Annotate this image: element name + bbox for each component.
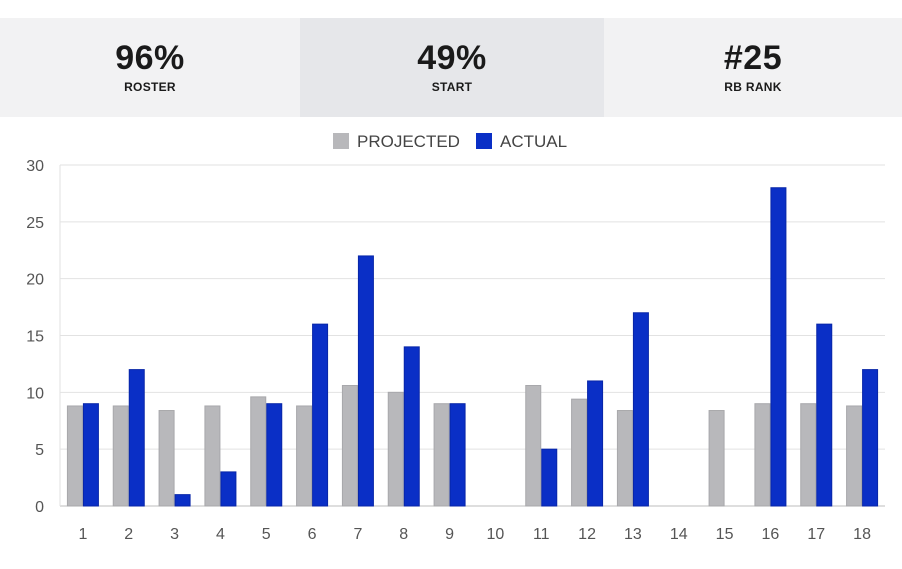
chart-bars	[66, 187, 879, 507]
bar-projected-week-17[interactable]	[800, 403, 817, 507]
x-tick-label: 7	[353, 526, 362, 543]
x-tick-label: 18	[853, 526, 871, 543]
bar-actual-week-3[interactable]	[174, 494, 191, 507]
bar-actual-week-2[interactable]	[128, 369, 145, 507]
stat-start-label: START	[431, 80, 473, 94]
bar-actual-week-9[interactable]	[449, 403, 466, 507]
stat-rb-rank-value: #25	[723, 39, 783, 77]
x-tick-label: 8	[399, 526, 408, 543]
x-tick-label: 1	[78, 526, 87, 543]
legend-label-actual[interactable]: ACTUAL	[500, 132, 567, 151]
y-tick-label: 25	[26, 215, 44, 232]
bar-projected-week-9[interactable]	[433, 403, 450, 507]
bar-actual-week-16[interactable]	[770, 187, 787, 507]
bar-projected-week-3[interactable]	[158, 410, 175, 507]
x-tick-label: 3	[170, 526, 179, 543]
x-axis: 1 2 3 4 5 6 7 8 9 10 11 12 13 14 15 16 17 18	[78, 526, 871, 543]
bar-actual-week-17[interactable]	[816, 323, 833, 507]
y-axis: 0 5 10 15 20 25 30	[26, 158, 44, 516]
legend-swatch-actual	[476, 133, 492, 149]
bar-projected-week-12[interactable]	[571, 398, 588, 507]
bar-projected-week-18[interactable]	[846, 405, 863, 507]
stat-start: 49% START	[300, 18, 604, 117]
x-tick-label: 6	[308, 526, 317, 543]
bar-actual-week-12[interactable]	[587, 380, 604, 507]
stat-rb-rank-label: RB RANK	[724, 80, 782, 94]
bar-actual-week-1[interactable]	[82, 403, 99, 507]
x-tick-label: 2	[124, 526, 133, 543]
bar-projected-week-16[interactable]	[754, 403, 771, 507]
legend-swatch-projected	[333, 133, 349, 149]
bar-actual-week-5[interactable]	[266, 403, 283, 507]
bar-projected-week-2[interactable]	[112, 405, 129, 507]
bar-actual-week-18[interactable]	[862, 369, 879, 507]
y-tick-label: 15	[26, 329, 44, 346]
x-tick-label: 5	[262, 526, 271, 543]
x-tick-label: 15	[716, 526, 734, 543]
stat-roster-label: ROSTER	[124, 80, 176, 94]
y-tick-label: 0	[35, 499, 44, 516]
x-tick-label: 12	[578, 526, 596, 543]
stat-roster-value: 96%	[115, 39, 185, 77]
bar-projected-week-15[interactable]	[708, 410, 725, 507]
stat-roster: 96% ROSTER	[0, 18, 300, 117]
bar-actual-week-13[interactable]	[632, 312, 649, 507]
bar-actual-week-6[interactable]	[312, 323, 329, 507]
y-tick-label: 30	[26, 158, 44, 175]
chart-grid	[59, 164, 885, 507]
bar-projected-week-8[interactable]	[387, 391, 404, 507]
x-tick-label: 10	[487, 526, 505, 543]
y-tick-label: 20	[26, 272, 44, 289]
bar-actual-week-4[interactable]	[220, 471, 237, 507]
bar-projected-week-7[interactable]	[341, 385, 358, 507]
stat-rb-rank: #25 RB RANK	[604, 18, 902, 117]
bar-actual-week-7[interactable]	[357, 255, 374, 507]
x-tick-label: 13	[624, 526, 642, 543]
bar-projected-week-1[interactable]	[66, 405, 83, 507]
bar-projected-week-4[interactable]	[204, 405, 221, 507]
x-tick-label: 16	[762, 526, 780, 543]
bar-projected-week-6[interactable]	[296, 405, 313, 507]
x-tick-label: 4	[216, 526, 225, 543]
stat-start-value: 49%	[417, 39, 487, 77]
chart-legend: PROJECTED ACTUAL	[333, 132, 567, 151]
bar-projected-week-5[interactable]	[250, 396, 267, 507]
legend-label-projected[interactable]: PROJECTED	[357, 132, 460, 151]
bar-actual-week-8[interactable]	[403, 346, 420, 507]
x-tick-label: 14	[670, 526, 688, 543]
bar-projected-week-11[interactable]	[525, 385, 542, 507]
stats-bar: 96% ROSTER 49% START #25 RB RANK	[0, 18, 902, 117]
bar-projected-week-13[interactable]	[616, 410, 633, 507]
x-tick-label: 17	[807, 526, 825, 543]
y-tick-label: 10	[26, 385, 44, 402]
bar-actual-week-11[interactable]	[541, 448, 558, 507]
x-tick-label: 9	[445, 526, 454, 543]
y-tick-label: 5	[35, 442, 44, 459]
x-tick-label: 11	[533, 526, 550, 543]
